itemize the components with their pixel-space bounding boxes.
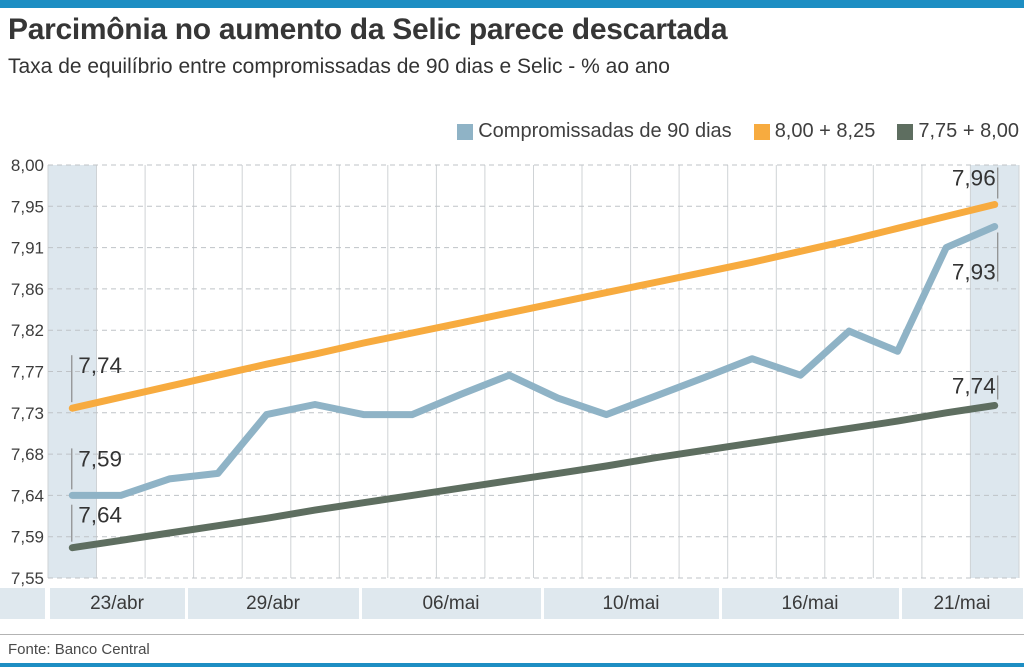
x-axis-spacer: [0, 588, 45, 619]
legend: Compromissadas de 90 dias 8,00 + 8,25 7,75…: [435, 120, 1019, 143]
y-tick-label: 7,68: [11, 445, 44, 464]
page-title: Parcimônia no aumento da Selic parece de…: [8, 13, 728, 46]
line-chart: 8,00 7,95 7,91 7,86 7,82 7,77 7,73 7,68 7,64 7,59…: [11, 156, 1020, 588]
series-line-1: [68, 201, 999, 412]
data-label: 7,74: [952, 374, 996, 399]
x-axis-label-06-mai: 06/mai: [361, 588, 541, 619]
y-tick-label: 7,95: [11, 197, 44, 216]
source-note: Fonte: Banco Central: [8, 641, 150, 658]
data-label: 7,96: [952, 166, 996, 191]
bottom-accent-bar: [0, 663, 1024, 667]
data-label: 7,59: [78, 446, 122, 471]
y-tick-label: 7,59: [11, 528, 44, 547]
x-axis-label-23-abr: 23/abr: [49, 588, 185, 619]
y-tick-label: 7,73: [11, 404, 44, 423]
data-label: 7,74: [78, 353, 122, 378]
x-axis-label-21-mai: 21/mai: [901, 588, 1023, 619]
legend-label: 7,75 + 8,00: [918, 120, 1019, 142]
x-axis-label-10-mai: 10/mai: [543, 588, 719, 619]
y-tick-label: 7,55: [11, 569, 44, 588]
y-tick-label: 7,82: [11, 321, 44, 340]
x-axis-label-29-abr: 29/abr: [187, 588, 359, 619]
data-label: 7,93: [952, 260, 996, 285]
footer-divider: [0, 634, 1024, 635]
legend-label: Compromissadas de 90 dias: [478, 120, 732, 142]
chart-area: 8,00 7,95 7,91 7,86 7,82 7,77 7,73 7,68 7,64 7,59…: [0, 140, 1024, 588]
x-axis-row: 23/abr 29/abr 06/mai 10/mai 16/mai 21/mai: [0, 588, 1024, 619]
chart-subtitle: Taxa de equilíbrio entre compromissadas …: [8, 55, 670, 78]
y-tick-label: 7,64: [11, 486, 44, 505]
legend-swatch: [457, 123, 474, 140]
legend-swatch: [753, 123, 770, 140]
y-tick-label: 7,86: [11, 280, 44, 299]
top-accent-bar: [0, 0, 1024, 8]
series-line-0: [68, 223, 999, 499]
series-line-2: [68, 402, 999, 552]
legend-label: 8,00 + 8,25: [774, 120, 876, 142]
data-label: 7,64: [78, 503, 122, 528]
legend-item-2: 7,75 + 8,00: [897, 120, 1019, 143]
legend-swatch: [897, 123, 914, 140]
x-axis-label-16-mai: 16/mai: [721, 588, 899, 619]
y-tick-label: 7,77: [11, 363, 44, 382]
legend-item-0: Compromissadas de 90 dias: [457, 120, 732, 143]
y-tick-label: 8,00: [11, 156, 44, 175]
y-tick-label: 7,91: [11, 239, 44, 258]
legend-item-1: 8,00 + 8,25: [753, 120, 876, 143]
